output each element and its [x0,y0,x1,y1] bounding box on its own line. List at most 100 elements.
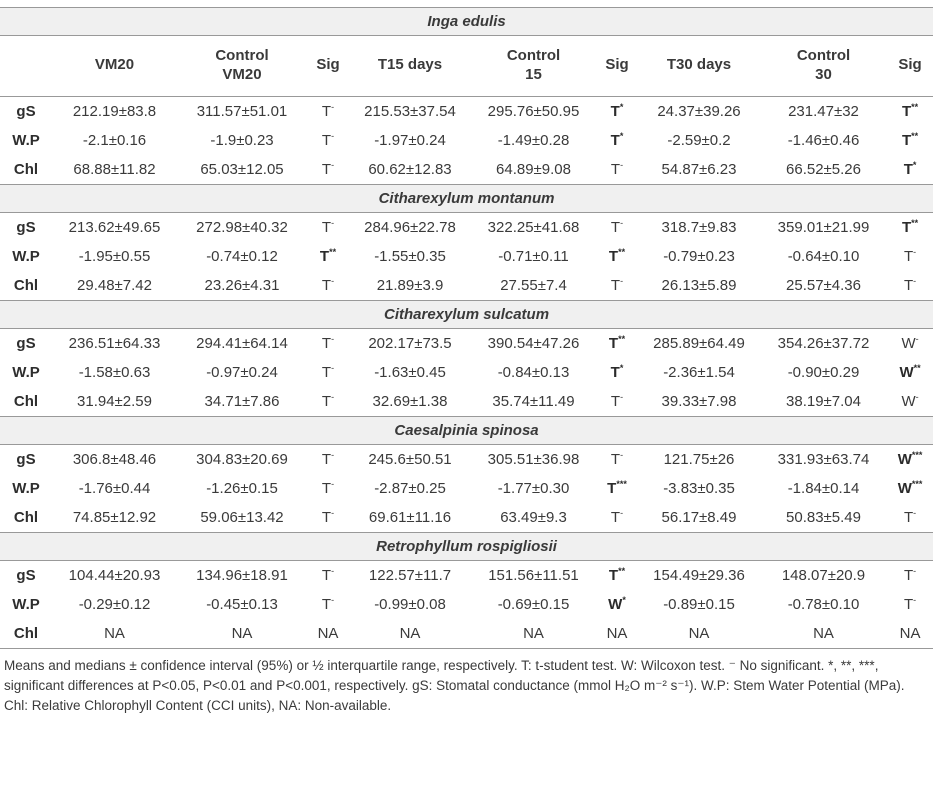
value-cell: -1.77±0.30 [497,479,570,497]
measure-row: Chl 31.94±2.59 34.71±7.86 T- 32.69±1.38 35.74… [0,387,933,417]
sig-superscript: - [620,507,624,518]
row-label: W.P [12,131,40,149]
species-name: Caesalpinia spinosa [0,415,933,445]
species-name: Citharexylum montanum [0,183,933,213]
sig-superscript: - [331,478,335,489]
sig-superscript: *** [616,478,627,489]
sig-superscript: ** [618,565,626,576]
row-label: W.P [12,363,40,381]
sig-superscript: * [912,159,917,170]
value-cell: -0.45±0.13 [206,595,278,613]
value-cell: -2.59±0.2 [667,131,731,149]
sig-superscript: ** [913,362,921,373]
sig-superscript: *** [911,449,923,460]
sig-cell: W- [901,391,919,410]
value-cell: -1.49±0.28 [497,131,570,149]
sig-cell: W*** [897,478,923,497]
value-cell: 122.57±11.7 [368,566,452,584]
value-cell: -0.29±0.12 [78,595,151,613]
value-cell: 23.26±4.31 [204,276,280,294]
sig-superscript: * [619,362,624,373]
sig-superscript: - [331,594,335,605]
value-cell: -0.90±0.29 [787,363,860,381]
value-cell: -2.87±0.25 [374,479,446,497]
sig-superscript: * [619,101,624,112]
column-header: T30 days [638,35,760,97]
value-cell: 31.94±2.59 [77,392,152,410]
value-cell: 69.61±11.16 [368,508,452,526]
value-cell: 29.48±7.42 [77,276,152,294]
value-cell: 121.75±26 [663,450,735,468]
sig-superscript: - [915,391,919,402]
value-cell: 215.53±37.54 [364,102,456,120]
row-label: Chl [13,624,39,642]
sig-cell: T- [321,449,335,468]
sig-cell: T** [901,101,919,120]
value-cell: 359.01±21.99 [777,218,870,236]
value-cell: 35.74±11.49 [492,392,575,410]
sig-superscript: - [913,246,917,257]
sig-cell: W* [608,594,626,613]
sig-cell: T* [610,101,624,120]
sig-cell: T- [321,478,335,497]
sig-cell: T** [608,333,626,352]
value-cell: 304.83±20.69 [196,450,288,468]
value-cell: 21.89±3.9 [376,276,444,294]
row-label: W.P [12,247,40,265]
sig-cell: T- [321,275,335,294]
row-label: W.P [12,595,40,613]
row-label: Chl [13,392,39,410]
sig-superscript: - [620,391,624,402]
sig-cell: T* [903,159,917,178]
value-cell: -1.95±0.55 [78,247,151,265]
value-cell: 64.89±9.08 [496,160,571,178]
row-label: W.P [12,479,40,497]
sig-cell: T** [901,217,919,236]
measure-row: Chl 29.48±7.42 23.26±4.31 T- 21.89±3.9 27.55±… [0,271,933,301]
sig-superscript: - [331,565,335,576]
sig-cell: T- [610,217,624,236]
value-cell: -1.84±0.14 [787,479,860,497]
sig-cell: W- [901,333,919,352]
column-header: Control 15 [471,35,596,97]
results-table: Inga edulis VM20 Control VM20 Sig T15 days Con… [0,7,933,648]
sig-superscript: - [913,565,917,576]
value-cell: 295.76±50.95 [487,102,580,120]
value-cell: 25.57±4.36 [786,276,861,294]
value-cell: 68.88±11.82 [73,160,156,178]
sig-superscript: - [913,507,917,518]
row-label: Chl [13,276,39,294]
value-cell: 236.51±64.33 [68,334,161,352]
sig-superscript: *** [911,478,923,489]
species-name: Retrophyllum rospigliosii [0,531,933,561]
value-cell: 284.96±22.78 [364,218,456,236]
sig-superscript: * [622,594,626,605]
value-cell: -1.55±0.35 [374,247,446,265]
value-cell: NA [231,624,253,642]
value-cell: NA [813,624,834,642]
value-cell: 32.69±1.38 [372,392,448,410]
sig-cell: T- [321,594,335,613]
value-cell: 305.51±36.98 [487,450,580,468]
value-cell: 26.13±5.89 [661,276,737,294]
value-cell: 151.56±11.51 [488,566,579,584]
sig-superscript: - [620,449,624,460]
sig-cell: T- [321,130,335,149]
value-cell: 148.07±20.9 [781,566,866,584]
value-cell: -1.26±0.15 [206,479,278,497]
value-cell: 63.49±9.3 [500,508,567,526]
sig-cell: T- [321,217,335,236]
value-cell: 390.54±47.26 [487,334,580,352]
value-cell: 134.96±18.91 [196,566,288,584]
value-cell: 54.87±6.23 [661,160,737,178]
table-body: Inga edulis VM20 Control VM20 Sig T15 days Con… [0,7,933,648]
measure-row: W.P -2.1±0.16 -1.9±0.23 T- -1.97±0.24 -1.49±0… [0,126,933,155]
measure-row: Chl NA NA NA NA NA NA NA NA NA [0,619,933,648]
row-label: Chl [13,160,39,178]
sig-cell: T- [610,159,624,178]
value-cell: 318.7±9.83 [661,218,737,236]
sig-cell: NA [606,624,628,642]
sig-cell: NA [317,624,339,642]
value-cell: NA [688,624,710,642]
